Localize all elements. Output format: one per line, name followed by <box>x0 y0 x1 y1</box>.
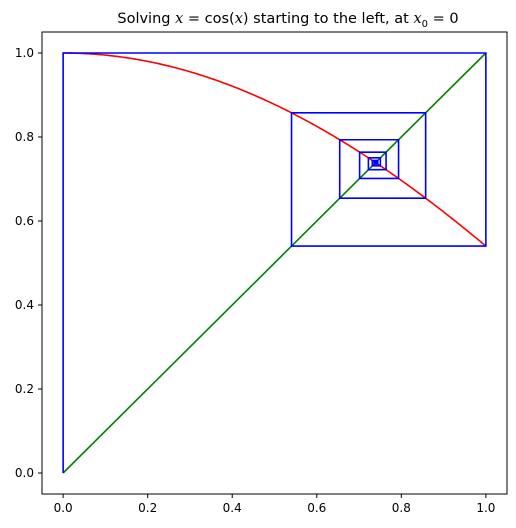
x-tick-label: 0.2 <box>138 501 157 515</box>
chart-title: Solving x = cos(x) starting to the left,… <box>117 11 458 30</box>
y-tick-label: 0.4 <box>15 298 34 312</box>
x-tick-label: 1.0 <box>476 501 495 515</box>
x-tick-label: 0.8 <box>392 501 411 515</box>
y-tick-label: 1.0 <box>15 46 34 60</box>
y-tick-label: 0.8 <box>15 130 34 144</box>
title-eq-x: x <box>175 11 183 27</box>
series-line-identity <box>62 52 487 474</box>
series-line-function <box>63 52 487 247</box>
plot-area <box>62 52 487 474</box>
title-sub-var: x <box>413 11 421 27</box>
axes: 0.0 0.2 0.4 0.6 0.8 1.0 0.0 0.2 0.4 0.6 0.8 1.0 <box>15 31 508 515</box>
title-suffix: = 0 <box>428 11 459 27</box>
x-tick-label: 0.4 <box>223 501 242 515</box>
title-eq-close: ) <box>243 11 249 27</box>
x-tick-label: 0.6 <box>307 501 326 515</box>
series-line-cobweb <box>62 52 487 473</box>
y-tick-label: 0.6 <box>15 214 34 228</box>
title-prefix: Solving <box>117 11 175 27</box>
y-tick-label: 0.0 <box>15 466 34 480</box>
y-tick-label: 0.2 <box>15 382 34 396</box>
title-eq-x2: x <box>235 11 243 27</box>
x-tick-label: 0.0 <box>54 501 73 515</box>
title-sub-index: 0 <box>422 19 428 30</box>
axes-frame <box>41 31 508 495</box>
title-eq-mid: = cos( <box>183 11 234 27</box>
title-middle: starting to the left, at <box>249 11 414 27</box>
